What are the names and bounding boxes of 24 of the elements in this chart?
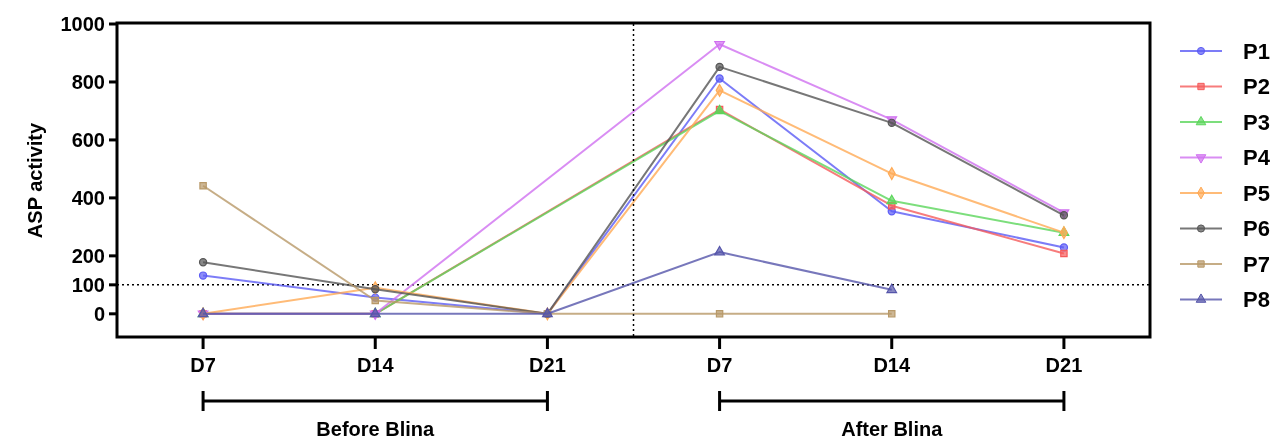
- legend-label: P5: [1243, 180, 1270, 206]
- x-tick-label: D7: [706, 354, 733, 376]
- y-tick-label: 800: [71, 70, 105, 93]
- x-tick-label: D21: [529, 354, 566, 376]
- text: Before Blina: [316, 418, 436, 440]
- legend-label: P3: [1243, 109, 1270, 135]
- legend-label: P1: [1243, 38, 1270, 64]
- y-tick-label: 400: [71, 186, 105, 209]
- x-tick-label: D14: [356, 354, 395, 376]
- y-tick-label: 0: [93, 302, 105, 325]
- x-tick-label: D14: [873, 354, 911, 376]
- x-tick-label: D7: [190, 354, 216, 376]
- y-tick-label: 600: [71, 128, 105, 151]
- legend-label: P2: [1243, 74, 1270, 100]
- y-axis-title: ASP activity: [24, 122, 46, 239]
- x-tick-label: D21: [1045, 354, 1083, 376]
- legend-label: P8: [1243, 287, 1270, 313]
- legend-label: P4: [1243, 145, 1271, 171]
- legend-label: P7: [1243, 251, 1270, 277]
- legend-label: P6: [1243, 216, 1270, 242]
- text: After Blina: [841, 418, 944, 440]
- y-tick-label: 1000: [60, 13, 105, 35]
- y-tick-label: 100: [71, 273, 105, 296]
- y-tick-label: 200: [71, 244, 105, 267]
